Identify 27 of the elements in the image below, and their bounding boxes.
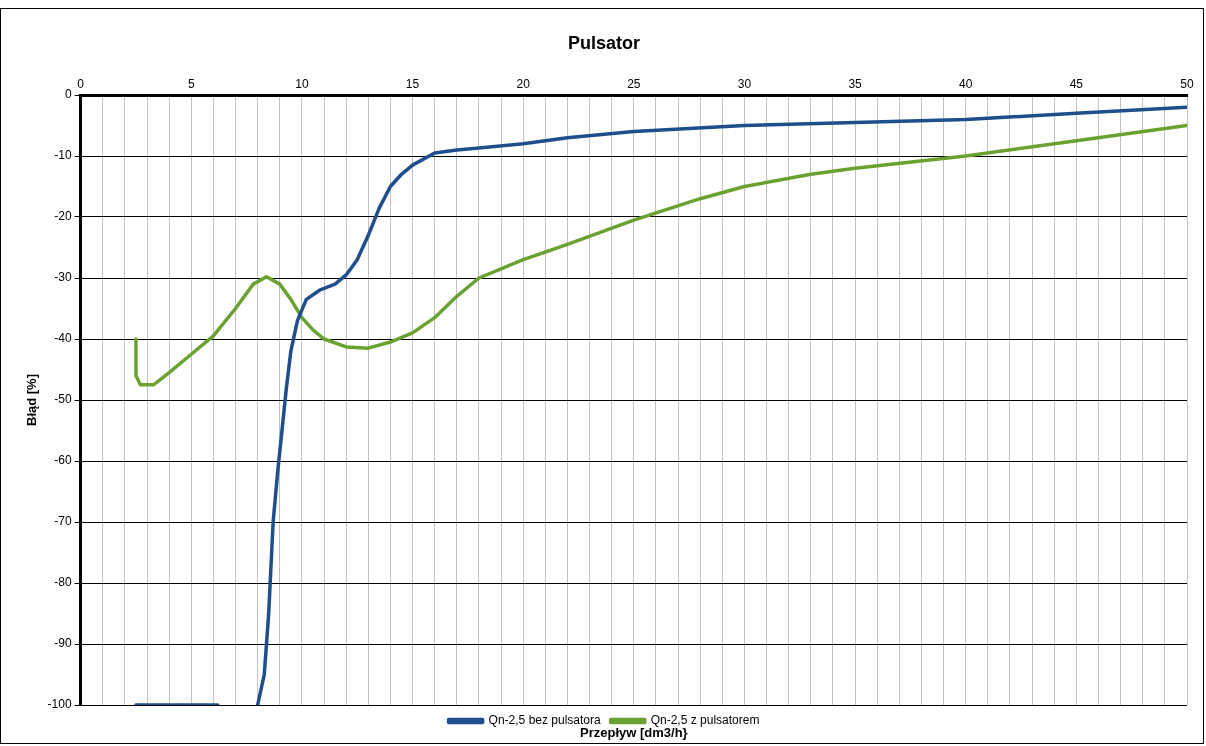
- y-tick-label: -30: [54, 270, 72, 285]
- y-tick-label: -10: [54, 148, 72, 163]
- y-tick-label: 0: [64, 87, 72, 102]
- y-tick-label: -100: [47, 697, 72, 712]
- legend-label: Qn-2,5 bez pulsatora: [488, 713, 601, 728]
- y-tick-label: -40: [54, 331, 72, 346]
- x-axis-title: Przepływ [dm3/h}: [579, 725, 688, 741]
- y-tick-label: -20: [54, 209, 72, 224]
- x-tick-label: 10: [295, 77, 309, 92]
- x-tick-label: 40: [959, 77, 973, 92]
- x-tick-label: 45: [1069, 77, 1084, 92]
- x-tick-label: 15: [405, 77, 420, 92]
- y-tick-label: -90: [54, 636, 72, 651]
- y-tick-label: -70: [54, 514, 72, 529]
- x-tick-label: 5: [187, 77, 195, 92]
- legend-label: Qn-2,5 z pulsatorem: [650, 713, 760, 728]
- x-tick-label: 20: [516, 77, 531, 92]
- x-tick-label: 35: [848, 77, 863, 92]
- y-axis-title: Błąd [%]: [24, 374, 40, 426]
- x-tick-label: 0: [77, 77, 85, 92]
- x-tick-label: 50: [1180, 77, 1194, 92]
- x-tick-label: 25: [627, 77, 641, 92]
- y-tick-label: -80: [54, 575, 72, 590]
- x-tick-label: 30: [737, 77, 752, 92]
- y-tick-label: -50: [54, 392, 72, 407]
- chart-title: Pulsator: [567, 32, 641, 53]
- y-tick-label: -60: [54, 453, 72, 468]
